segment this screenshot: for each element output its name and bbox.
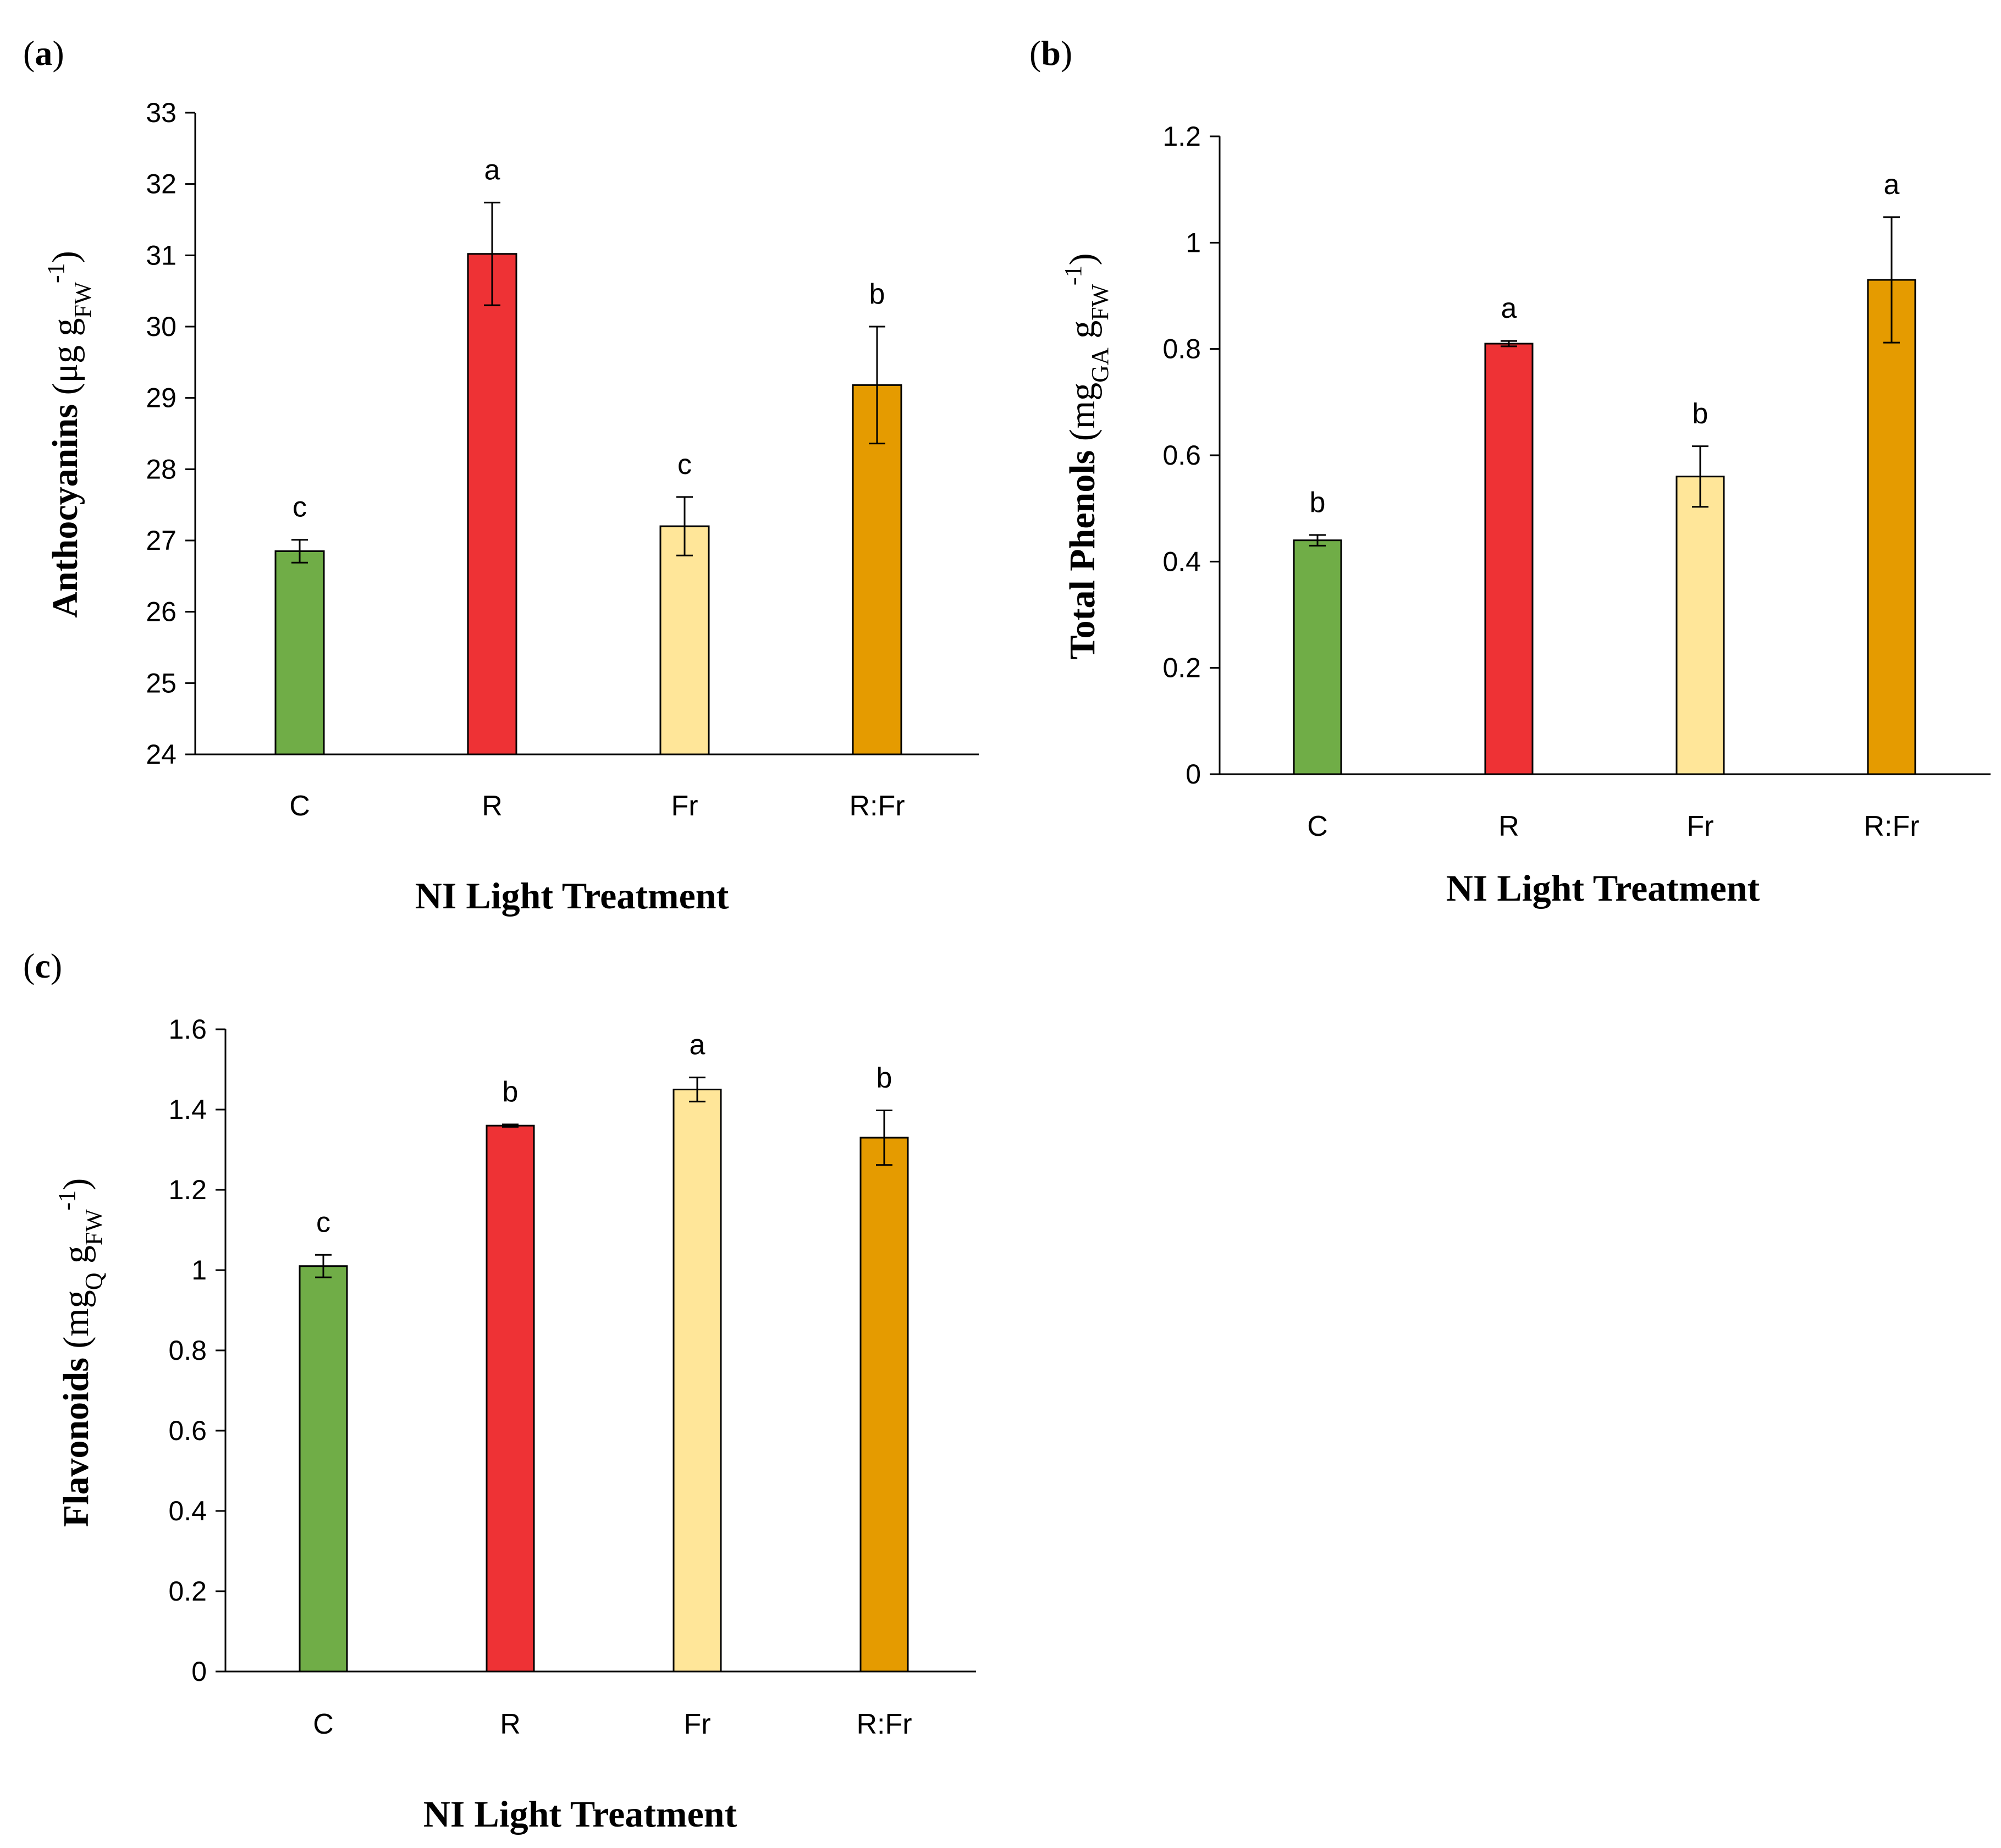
bar-fr: [672, 1089, 722, 1673]
bar-c: [274, 550, 325, 755]
y-tick-label: 29: [146, 383, 177, 413]
y-tick-label: 1: [191, 1255, 207, 1286]
y-tick-label: 0.4: [168, 1496, 207, 1526]
panel-label: (b): [1029, 34, 1072, 73]
y-tick-label: 0.2: [168, 1576, 207, 1607]
y-axis-title: Anthocyanins (μg gFW-1): [42, 251, 96, 617]
y-tick-label: 0.2: [1162, 653, 1201, 683]
error-bar: [502, 1123, 519, 1128]
chart-panel-c: (c) 0 0.2 0.4 0.6 0.8 1 1.2 1.4 1.6 c Cb Ra Fr b R:Fr NI…: [23, 946, 976, 1835]
category-label: R:Fr: [849, 790, 905, 822]
y-tick-label: 30: [146, 311, 177, 342]
significance-letter: b: [1693, 398, 1708, 430]
error-bar: [676, 496, 693, 556]
error-bar: [869, 326, 885, 445]
significance-letter: c: [293, 492, 307, 523]
category-label: C: [289, 790, 310, 822]
category-label: Fr: [671, 790, 698, 822]
bar-c: [299, 1265, 348, 1673]
error-bar: [291, 539, 308, 564]
category-label: R:Fr: [1864, 810, 1919, 842]
y-tick-label: 31: [146, 240, 177, 271]
y-tick-label: 0.4: [1162, 546, 1201, 577]
error-bar: [1692, 445, 1708, 508]
y-tick-label: 27: [146, 525, 177, 556]
y-tick-label: 0.8: [1162, 334, 1201, 365]
x-axis-title: NI Light Treatment: [423, 1793, 737, 1835]
panel-label: (c): [23, 946, 62, 985]
y-tick-label: 32: [146, 169, 177, 200]
panel-label: (a): [23, 34, 64, 73]
bar-fr: [1675, 476, 1725, 775]
y-tick-label: 1: [1186, 227, 1201, 258]
bar-r: [467, 253, 517, 755]
y-axis-title: Total Phenols (mgGA gFW-1): [1060, 253, 1113, 660]
y-tick-label: 0.6: [1162, 440, 1201, 471]
y-tick-label: 26: [146, 597, 177, 627]
significance-letter: a: [1884, 169, 1900, 201]
bar-r-fr: [1867, 279, 1916, 775]
bar-c: [1293, 539, 1342, 775]
y-tick-label: 1.6: [168, 1014, 207, 1045]
category-label: C: [1307, 810, 1328, 842]
x-axis-title: NI Light Treatment: [1446, 867, 1760, 909]
y-tick-label: 28: [146, 454, 177, 484]
x-axis-title: NI Light Treatment: [415, 875, 729, 917]
significance-letter: c: [316, 1206, 330, 1238]
error-bar: [315, 1254, 332, 1278]
y-tick-label: 1.2: [168, 1174, 207, 1205]
bar-r-fr: [852, 384, 902, 755]
significance-letter: a: [484, 154, 500, 186]
chart-panel-a: (a) 24 25 26 27 28 29 30 31 32 33 c Ca Rc Fr b R:Fr NI Li…: [23, 34, 979, 917]
error-bar: [1501, 340, 1517, 347]
bar-r: [1484, 343, 1534, 775]
error-bar: [1309, 534, 1326, 547]
y-tick-label: 0: [1186, 759, 1201, 790]
significance-letter: a: [690, 1029, 705, 1061]
significance-letter: b: [869, 278, 885, 310]
significance-letter: b: [503, 1076, 519, 1108]
category-label: R: [500, 1708, 521, 1740]
category-label: Fr: [1686, 810, 1713, 842]
category-label: R: [1498, 810, 1519, 842]
category-label: Fr: [683, 1708, 710, 1740]
category-label: C: [313, 1708, 334, 1740]
y-tick-label: 0: [191, 1656, 207, 1687]
chart-panel-b: (b) 0 0.2 0.4 0.6 0.8 1 1.2 b Ca Rb Fr a R:Fr NI Light…: [1029, 34, 1991, 909]
error-bar: [876, 1109, 892, 1166]
y-tick-label: 1.4: [168, 1094, 207, 1125]
significance-letter: c: [677, 449, 692, 481]
y-axis-title: Flavonoids (mgQ gFW-1): [53, 1178, 107, 1527]
error-bar: [689, 1077, 705, 1102]
y-tick-label: 0.6: [168, 1415, 207, 1446]
bar-fr: [659, 525, 710, 755]
error-bar: [1883, 216, 1900, 344]
error-bar: [484, 201, 500, 306]
y-tick-label: 24: [146, 739, 177, 770]
y-tick-label: 25: [146, 668, 177, 698]
y-tick-label: 1.2: [1162, 121, 1201, 152]
category-label: R: [482, 790, 503, 822]
y-tick-label: 33: [146, 97, 177, 128]
significance-letter: b: [1310, 487, 1326, 518]
significance-letter: a: [1501, 293, 1517, 324]
bar-r-fr: [859, 1137, 909, 1673]
significance-letter: b: [877, 1062, 892, 1094]
y-tick-label: 0.8: [168, 1335, 207, 1366]
bar-r: [486, 1124, 535, 1673]
category-label: R:Fr: [856, 1708, 912, 1740]
